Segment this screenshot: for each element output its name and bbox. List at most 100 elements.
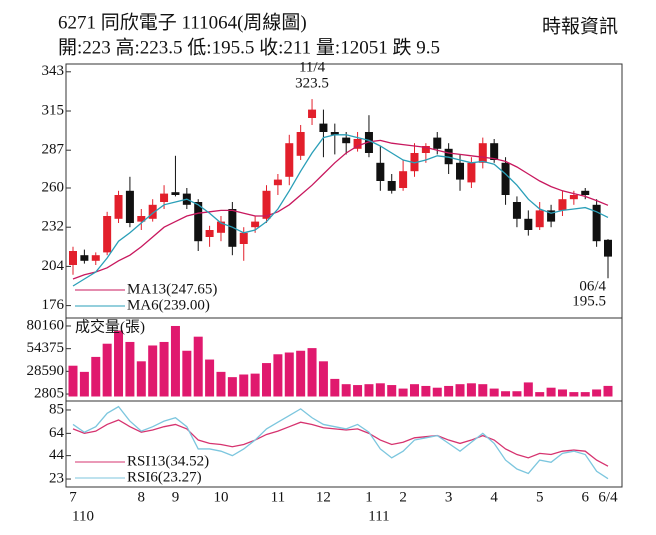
y-tick-label: 85 (49, 401, 64, 417)
volume-bar (250, 373, 260, 397)
y-tick-label: 176 (42, 297, 65, 313)
candle-body (569, 195, 578, 200)
volume-bar (603, 385, 613, 397)
volume-bar (239, 374, 249, 397)
x-tick-label: 10 (213, 489, 228, 505)
volume-bar (284, 352, 294, 397)
candle-body (137, 216, 146, 222)
candle-body (285, 143, 294, 177)
candle-body (103, 216, 112, 253)
volume-bar (444, 385, 454, 397)
candle-body (353, 139, 362, 149)
candle-body (478, 143, 487, 163)
legend-label: MA13(247.65) (127, 281, 217, 297)
y-tick-label: 2805 (34, 385, 64, 401)
volume-bar (227, 377, 237, 397)
candle-body (535, 210, 544, 228)
candle-body (376, 162, 385, 181)
volume-bar (114, 330, 124, 397)
x-tick-label: 5 (536, 489, 544, 505)
x-tick-label: 12 (316, 489, 331, 505)
volume-bar (466, 383, 476, 397)
volume-bar (159, 341, 169, 397)
y-tick-label: 232 (42, 219, 65, 235)
volume-bar (512, 391, 522, 397)
candle-body (604, 239, 612, 257)
title: 6271 同欣電子 111064(周線圖) (58, 11, 307, 33)
annotation: 11/4 (299, 60, 326, 76)
x-tick-label: 6/4 (598, 489, 618, 505)
volume-bar (296, 350, 306, 397)
volume-bar (170, 325, 180, 397)
y-tick-label: 44 (49, 447, 65, 463)
candle-body (524, 218, 533, 230)
y-tick-label: 343 (42, 63, 65, 79)
candle-body (171, 192, 180, 195)
volume-bar (398, 388, 408, 397)
volume-bar (262, 363, 272, 397)
x-tick-label: 4 (490, 489, 498, 505)
annotation: 323.5 (295, 76, 329, 92)
annotation: 195.5 (572, 294, 606, 310)
volume-bar (91, 356, 101, 397)
volume-bar (546, 387, 556, 397)
y-tick-label: 204 (42, 258, 65, 274)
candle-body (273, 179, 282, 186)
volume-bar (557, 389, 567, 397)
candle-body (410, 153, 419, 172)
volume-bar (341, 384, 351, 397)
line (72, 405, 609, 480)
volume-bar (68, 365, 78, 397)
candle-body (558, 199, 567, 211)
y-tick-label: 287 (42, 142, 65, 158)
volume-bar (569, 392, 579, 397)
candle-body (216, 221, 225, 233)
volume-bar (421, 385, 431, 397)
candle-body (262, 190, 271, 219)
volume-bar (125, 341, 135, 397)
volume-bar (364, 384, 374, 397)
volume-bar (409, 384, 419, 397)
frame (65, 63, 623, 488)
candle-body (490, 143, 499, 160)
legend-label: RSI6(23.27) (127, 469, 202, 485)
line (72, 419, 609, 467)
y-tick-label: 80160 (27, 317, 65, 333)
volume-bar (318, 361, 328, 397)
candle-body (512, 202, 521, 219)
annotation: 06/4 (579, 279, 606, 295)
candle-body (364, 132, 373, 153)
volume-bar (592, 389, 602, 397)
source: 時報資訊 (542, 15, 618, 37)
x-tick-label: 6 (581, 489, 589, 505)
candle-body (251, 221, 260, 228)
legend-label: MA6(239.00) (127, 297, 210, 313)
line (72, 134, 609, 287)
volume-bar (136, 361, 146, 397)
candle-body (330, 132, 339, 135)
candle-body (194, 202, 203, 242)
x-tick-label: 9 (172, 489, 180, 505)
volume-bar (273, 354, 283, 397)
candle-body (69, 251, 77, 265)
candle-body (444, 148, 453, 165)
volume-bar (432, 387, 442, 397)
candle-body (296, 132, 305, 156)
volume-bar (353, 385, 363, 397)
y-tick-label: 28590 (27, 363, 65, 379)
y-tick-label: 315 (42, 102, 65, 118)
volume-bar (455, 384, 465, 397)
candle-body (239, 232, 248, 244)
candle-body (308, 109, 317, 118)
volume-bar (102, 343, 112, 397)
candle-body (547, 210, 556, 222)
candle-body (160, 193, 169, 202)
year-label: 110 (72, 508, 94, 524)
line (72, 139, 609, 280)
volume-bar (501, 391, 511, 397)
volume-bar (193, 336, 203, 397)
candle-body (501, 162, 510, 195)
volume-bar (523, 382, 533, 397)
y-tick-label: 54375 (27, 340, 65, 356)
x-tick-label: 7 (69, 489, 77, 505)
